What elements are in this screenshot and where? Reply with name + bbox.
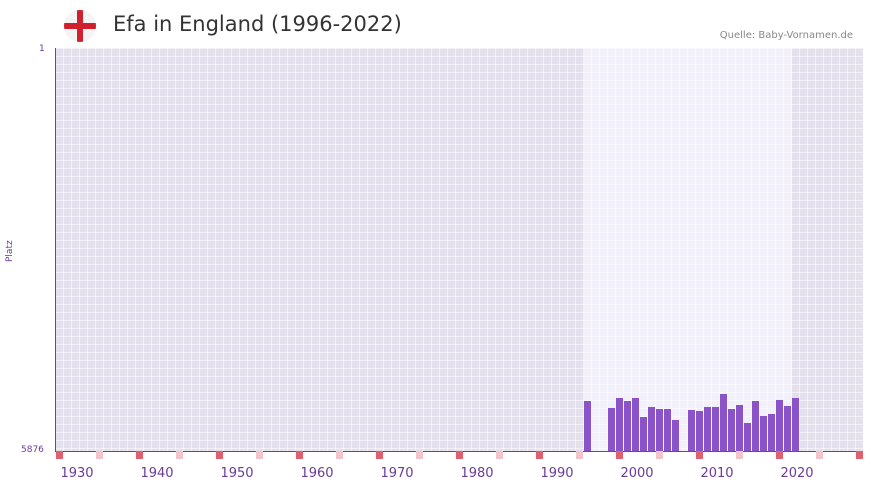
bar-2010[interactable]: [704, 406, 711, 451]
bar-2013[interactable]: [728, 408, 735, 451]
bar-1995[interactable]: [584, 400, 591, 451]
bar-2003[interactable]: [648, 407, 655, 451]
bar-2008[interactable]: [688, 410, 695, 451]
decade-marker: [776, 451, 783, 459]
bar-2016[interactable]: [752, 401, 759, 451]
decade-marker: [376, 451, 383, 459]
bar-2015[interactable]: [744, 423, 751, 451]
decade-marker: [736, 451, 743, 459]
y-axis: [55, 48, 56, 452]
bar-2011[interactable]: [712, 407, 719, 451]
bar-2020[interactable]: [784, 406, 791, 451]
y-axis-label: Platz: [5, 240, 15, 262]
decade-marker: [816, 451, 823, 459]
decade-marker: [256, 451, 263, 459]
bar-2000[interactable]: [624, 401, 631, 451]
bar-2005[interactable]: [664, 409, 671, 451]
decade-marker: [216, 451, 223, 459]
bar-2021[interactable]: [792, 398, 799, 451]
bar-2017[interactable]: [760, 416, 767, 451]
bar-1998[interactable]: [608, 408, 615, 451]
bar-2014[interactable]: [736, 404, 743, 451]
bar-2004[interactable]: [656, 409, 663, 451]
x-tick-1980: 1980: [460, 466, 494, 481]
x-tick-1930: 1930: [60, 466, 94, 481]
bar-2009[interactable]: [696, 410, 703, 451]
x-tick-1970: 1970: [380, 466, 414, 481]
decade-marker: [456, 451, 463, 459]
grid: [55, 48, 863, 451]
x-tick-2010: 2010: [700, 466, 734, 481]
y-tick-top: 1: [39, 44, 45, 54]
decade-marker: [416, 451, 423, 459]
x-tick-1990: 1990: [540, 466, 574, 481]
decade-marker: [856, 451, 863, 459]
plot-area: [55, 48, 863, 451]
bar-2001[interactable]: [632, 397, 639, 451]
decade-marker: [576, 451, 583, 459]
england-flag-icon: [64, 10, 96, 42]
x-tick-1960: 1960: [300, 466, 334, 481]
x-tick-2020: 2020: [780, 466, 814, 481]
bar-2019[interactable]: [776, 399, 783, 451]
y-tick-bottom: 5876: [21, 445, 44, 455]
x-tick-1950: 1950: [220, 466, 254, 481]
decade-marker: [536, 451, 543, 459]
decade-marker: [496, 451, 503, 459]
decade-marker: [336, 451, 343, 459]
decade-marker: [96, 451, 103, 459]
chart-title: Efa in England (1996-2022): [113, 12, 402, 36]
decade-marker: [696, 451, 703, 459]
bar-2012[interactable]: [720, 394, 727, 451]
decade-marker: [296, 451, 303, 459]
bar-2002[interactable]: [640, 416, 647, 451]
x-tick-1940: 1940: [140, 466, 174, 481]
x-tick-2000: 2000: [620, 466, 654, 481]
decade-marker: [616, 451, 623, 459]
decade-marker: [136, 451, 143, 459]
bar-1999[interactable]: [616, 397, 623, 451]
source-link[interactable]: Quelle: Baby-Vornamen.de: [719, 30, 853, 41]
bar-2018[interactable]: [768, 413, 775, 451]
decade-marker: [656, 451, 663, 459]
decade-marker: [56, 451, 63, 459]
decade-marker: [176, 451, 183, 459]
bar-2006[interactable]: [672, 419, 679, 451]
